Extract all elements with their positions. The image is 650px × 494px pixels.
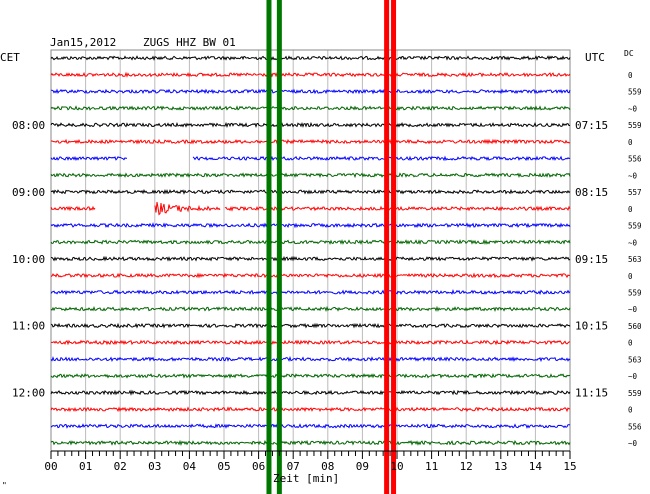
dc-value: 559 bbox=[628, 288, 642, 297]
trace-line bbox=[50, 423, 571, 430]
trace-line bbox=[50, 305, 571, 313]
trace-line bbox=[50, 172, 571, 179]
trace-line bbox=[50, 322, 571, 329]
overlay-marker-band bbox=[391, 0, 397, 494]
right-timezone-label: UTC bbox=[585, 51, 605, 64]
trace-line bbox=[50, 202, 571, 216]
x-tick-label: 13 bbox=[494, 460, 507, 473]
trace-line bbox=[50, 105, 571, 112]
x-tick-label: 04 bbox=[183, 460, 197, 473]
overlay-marker-band bbox=[266, 0, 272, 494]
left-time-label: 12:00 bbox=[12, 387, 45, 400]
x-tick-label: 02 bbox=[114, 460, 127, 473]
dc-value: 0 bbox=[628, 406, 633, 415]
right-time-label: 07:15 bbox=[575, 119, 608, 132]
right-time-label: 10:15 bbox=[575, 320, 608, 333]
dc-value: 559 bbox=[628, 121, 642, 130]
left-time-label: 10:00 bbox=[12, 253, 45, 266]
dc-value: 0 bbox=[628, 205, 633, 214]
x-tick-label: 11 bbox=[425, 460, 438, 473]
x-tick-label: 10 bbox=[390, 460, 403, 473]
trace-line bbox=[50, 439, 571, 446]
overlay-markers bbox=[266, 0, 397, 494]
dc-label: DC bbox=[624, 49, 634, 58]
x-tick-label: 00 bbox=[44, 460, 57, 473]
dc-value: 556 bbox=[628, 155, 642, 164]
trace-line bbox=[50, 372, 571, 379]
x-tick-label: 06 bbox=[252, 460, 265, 473]
left-time-label: 11:00 bbox=[12, 320, 45, 333]
x-tick-label: 09 bbox=[356, 460, 369, 473]
x-tick-label: 15 bbox=[563, 460, 576, 473]
right-time-label: 09:15 bbox=[575, 253, 608, 266]
x-tick-label: 14 bbox=[529, 460, 543, 473]
trace-line bbox=[50, 289, 571, 296]
trace-line bbox=[51, 88, 571, 95]
dc-value: ~0 bbox=[628, 171, 638, 180]
left-time-label: 09:00 bbox=[12, 186, 45, 199]
time-labels: 08:00 09:00 10:00 11:00 12:00 07:15 08:15 09:15… bbox=[12, 71, 642, 448]
trace-line bbox=[50, 55, 571, 61]
dc-value: 556 bbox=[628, 422, 642, 431]
dc-value: ~0 bbox=[628, 305, 638, 314]
trace-line bbox=[50, 138, 571, 145]
trace-line bbox=[50, 188, 571, 195]
dc-value: ~0 bbox=[628, 372, 638, 381]
dc-value: 0 bbox=[628, 71, 633, 80]
dc-value: ~0 bbox=[628, 439, 638, 448]
trace-line bbox=[50, 272, 571, 279]
station-label: ZUGS HHZ BW 01 bbox=[143, 36, 236, 49]
trace-lines bbox=[50, 55, 571, 446]
corner-mark: " bbox=[2, 481, 7, 490]
dc-value: 0 bbox=[628, 138, 633, 147]
trace-line bbox=[50, 222, 571, 229]
right-time-label: 11:15 bbox=[575, 387, 608, 400]
dc-value: 0 bbox=[628, 272, 633, 281]
dc-value: 559 bbox=[628, 88, 642, 97]
dc-value: ~0 bbox=[628, 238, 638, 247]
overlay-marker-band bbox=[276, 0, 282, 494]
x-axis: 00 01 02 03 04 05 06 07 08 09 10 11 12 13 14 15 bbox=[44, 450, 577, 473]
dc-value: 559 bbox=[628, 222, 642, 231]
x-tick-label: 05 bbox=[217, 460, 230, 473]
x-tick-label: 07 bbox=[287, 460, 300, 473]
dc-value: 0 bbox=[628, 339, 633, 348]
trace-line bbox=[50, 71, 571, 78]
x-axis-title: Zeit [min] bbox=[273, 472, 339, 485]
overlay-marker-band bbox=[384, 0, 390, 494]
x-tick-label: 08 bbox=[321, 460, 334, 473]
x-tick-label: 12 bbox=[460, 460, 473, 473]
right-time-label: 08:15 bbox=[575, 186, 608, 199]
trace-line bbox=[50, 355, 571, 363]
trace-line bbox=[50, 238, 571, 246]
date-label: Jan15,2012 bbox=[50, 36, 116, 49]
x-tick-label: 03 bbox=[148, 460, 161, 473]
trace-line bbox=[50, 389, 571, 396]
left-time-label: 08:00 bbox=[12, 119, 45, 132]
dc-value: 557 bbox=[628, 188, 642, 197]
dc-value: ~0 bbox=[628, 104, 638, 113]
trace-line bbox=[50, 406, 571, 413]
x-tick-label: 01 bbox=[79, 460, 92, 473]
trace-line bbox=[50, 121, 570, 129]
dc-value: 563 bbox=[628, 255, 642, 264]
dc-value: 559 bbox=[628, 389, 642, 398]
dc-value: 563 bbox=[628, 355, 642, 364]
dc-value: 560 bbox=[628, 322, 642, 331]
left-timezone-label: CET bbox=[0, 51, 20, 64]
trace-line bbox=[50, 155, 571, 162]
trace-line bbox=[50, 339, 571, 346]
trace-line bbox=[50, 255, 571, 262]
